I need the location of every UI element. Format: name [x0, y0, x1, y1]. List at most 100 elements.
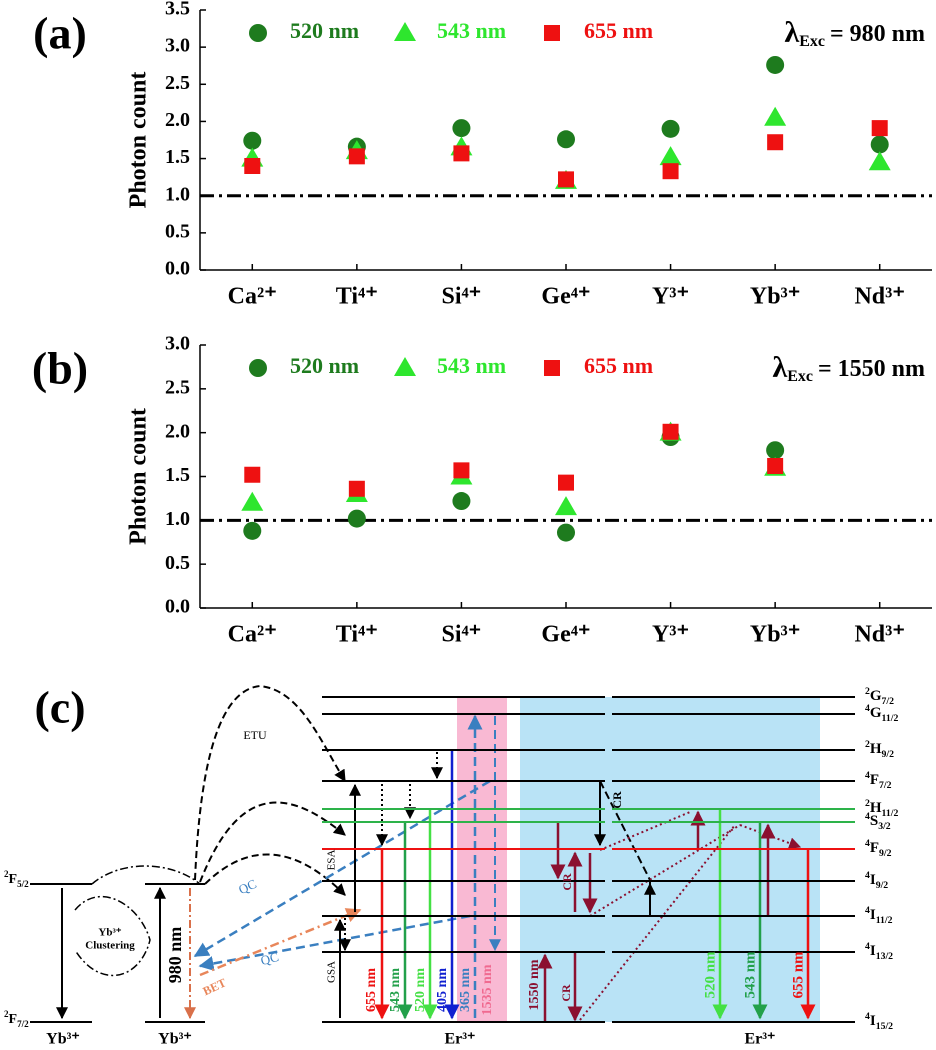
level-sub: 5/2 — [17, 879, 29, 889]
x-tick-label: Y³⁺ — [652, 622, 689, 648]
point — [766, 441, 785, 460]
level-sub: 3/2 — [878, 821, 891, 832]
y-tick-label: 1.0 — [165, 183, 190, 205]
x-tick-label: Ti⁴⁺ — [336, 622, 378, 648]
level-term: F — [9, 872, 18, 887]
level-spin: 4 — [865, 870, 870, 881]
level-label: 2H9/2 — [865, 739, 894, 760]
y-axis-label: Photon count — [126, 408, 152, 545]
level-sub: 11/2 — [876, 915, 893, 926]
diagram-shapes — [30, 684, 820, 1023]
point — [662, 163, 679, 180]
level-spin: 4 — [865, 905, 870, 916]
point — [558, 474, 574, 491]
point — [348, 148, 365, 165]
point — [249, 359, 267, 377]
legend-label: 543 nm — [437, 353, 506, 378]
point — [249, 24, 267, 42]
point — [348, 480, 365, 497]
level-term: F — [870, 840, 879, 856]
level-label: 2G7/2 — [865, 686, 894, 707]
point — [452, 492, 471, 511]
level-term: I — [870, 907, 876, 923]
ion-label: Yb³⁺ — [158, 1031, 192, 1048]
level-term: G — [870, 705, 882, 721]
annotation: λExc = 980 nm — [784, 16, 925, 50]
level-label: 4I15/2 — [865, 1011, 893, 1032]
point — [662, 423, 679, 440]
point — [767, 134, 784, 151]
clustering-label: Clustering — [85, 940, 135, 952]
annotation-symbol: λ — [784, 16, 799, 49]
clustering-label: Yb³⁺ — [98, 927, 121, 939]
y-tick-label: 1.0 — [165, 508, 190, 530]
level-term: S — [870, 813, 878, 829]
point — [452, 119, 471, 138]
point — [453, 145, 470, 162]
level-label: 4I13/2 — [865, 941, 893, 962]
level-label: 2F5/2 — [4, 869, 29, 889]
point — [241, 491, 264, 511]
level-label: 4S3/2 — [865, 811, 891, 832]
etu-label: ETU — [243, 728, 267, 742]
esa-label: ESA — [326, 850, 338, 871]
y-tick-label: 3.0 — [165, 35, 190, 57]
qc-label: QC — [259, 949, 280, 968]
x-tick-label: Yb³⁺ — [750, 284, 801, 310]
annotation-symbol: λ — [772, 351, 787, 384]
point — [453, 462, 470, 479]
emission-label: 520 nm — [702, 951, 718, 999]
x-tick-label: Ca²⁺ — [228, 284, 277, 310]
ion-label: Er³⁺ — [744, 1031, 775, 1048]
level-spin: 4 — [865, 838, 870, 849]
level-sub: 11/2 — [882, 808, 899, 819]
point — [243, 521, 262, 540]
emission-label: 1535 nm — [480, 964, 495, 1015]
level-term: I — [870, 943, 876, 959]
x-tick-label: Ge⁴⁺ — [541, 284, 590, 310]
level-term: G — [870, 688, 882, 704]
x-tick-label: Si⁴⁺ — [441, 622, 481, 648]
cr-label: CR — [559, 984, 573, 1002]
level-sub: 13/2 — [876, 951, 893, 962]
x-tick-label: Si⁴⁺ — [441, 284, 481, 310]
level-label: 2H11/2 — [865, 798, 898, 819]
level-spin: 4 — [865, 1011, 870, 1022]
x-tick-label: Ti⁴⁺ — [336, 284, 378, 310]
emission-label: 655 nm — [790, 951, 806, 999]
annotation-text: = 980 nm — [830, 21, 925, 47]
level-sub: 7/2 — [17, 1019, 29, 1029]
y-tick-label: 3.0 — [165, 333, 190, 355]
level-spin: 2 — [865, 739, 870, 750]
level-sub: 9/2 — [879, 848, 892, 859]
point — [347, 509, 366, 528]
point — [871, 120, 888, 137]
level-spin: 4 — [865, 811, 870, 822]
point — [557, 523, 575, 542]
y-tick-label: 2.5 — [165, 72, 190, 94]
point — [244, 466, 261, 483]
level-term: H — [870, 800, 882, 816]
x-tick-label: Nd³⁺ — [854, 284, 905, 310]
level-spin: 2 — [865, 798, 870, 809]
emission-label: 520 nm — [413, 968, 428, 1012]
emission-label: 365 nm — [458, 968, 473, 1012]
legend-label: 520 nm — [290, 18, 359, 43]
level-sub: 7/2 — [882, 696, 895, 707]
emission-label: 543 nm — [742, 951, 758, 999]
point — [544, 360, 560, 376]
point — [767, 457, 784, 474]
level-sub: 15/2 — [876, 1021, 893, 1032]
level-spin: 2 — [4, 869, 9, 879]
gsa-label: GSA — [326, 961, 338, 983]
panel-label: (c) — [34, 682, 85, 733]
cr-label: CR — [560, 873, 574, 891]
x-tick-label: Yb³⁺ — [750, 622, 801, 648]
x-tick-label: Nd³⁺ — [854, 622, 905, 648]
y-tick-label: 2.0 — [165, 109, 190, 131]
emission-label: 655 nm — [364, 968, 379, 1012]
ion-label: Er³⁺ — [444, 1031, 475, 1048]
x-tick-label: Ge⁴⁺ — [541, 622, 590, 648]
point — [661, 119, 680, 138]
